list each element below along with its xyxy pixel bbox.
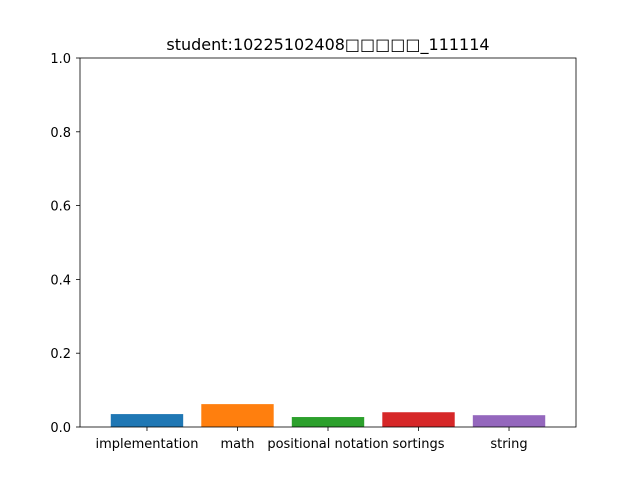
y-tick-label: 0.4: [50, 273, 71, 288]
y-tick-label: 1.0: [50, 52, 71, 67]
y-tick-label: 0.8: [50, 126, 71, 141]
x-axis-ticks: implementation math positional notation sor…: [95, 427, 528, 452]
x-tick-label: implementation: [95, 437, 198, 452]
x-tick-label: positional notation: [267, 437, 388, 452]
chart-title: student:10225102408□□□□□_111114: [166, 35, 489, 55]
bar-math: [201, 404, 274, 427]
bars-layer: [110, 404, 546, 427]
x-tick-label: math: [221, 437, 255, 452]
bar-string: [472, 415, 546, 427]
axes-layer: [79, 57, 577, 428]
y-tick-label: 0.2: [50, 347, 71, 362]
y-tick-label: 0.0: [50, 421, 71, 436]
y-tick-label: 0.6: [50, 200, 71, 215]
bar-sortings: [382, 412, 455, 427]
bar-implementation: [110, 414, 184, 427]
bar-positional-notation: [291, 417, 365, 427]
plot-frame: [79, 57, 577, 428]
x-tick-label: sortings: [392, 437, 444, 452]
y-axis-ticks: 0.0 0.2 0.4 0.6 0.8 1.0: [50, 52, 80, 436]
x-tick-label: string: [490, 437, 527, 452]
